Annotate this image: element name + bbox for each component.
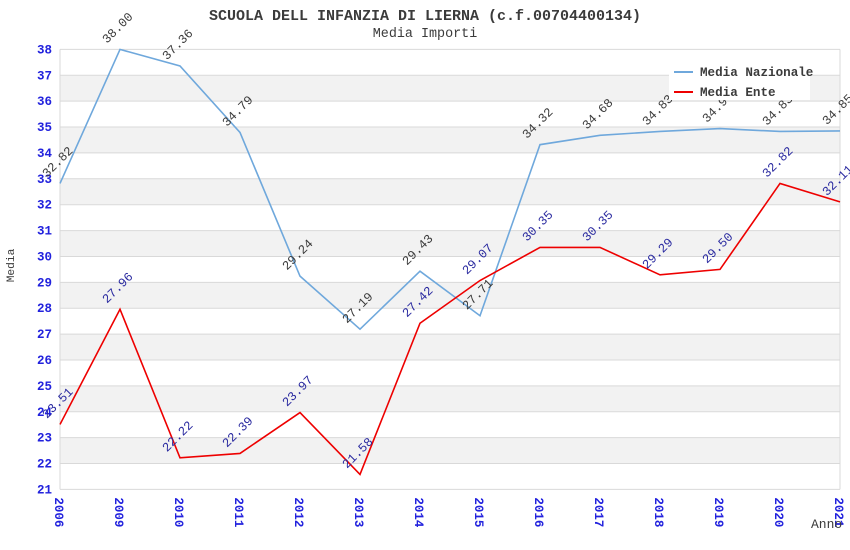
svg-text:Media Nazionale: Media Nazionale xyxy=(700,66,813,80)
svg-text:2019: 2019 xyxy=(711,497,725,527)
svg-text:2013: 2013 xyxy=(351,497,365,527)
svg-text:2014: 2014 xyxy=(411,497,425,528)
svg-text:21: 21 xyxy=(37,483,52,497)
svg-text:31: 31 xyxy=(37,225,52,239)
svg-text:25: 25 xyxy=(37,380,52,394)
svg-text:26: 26 xyxy=(37,354,52,368)
svg-text:36: 36 xyxy=(37,95,52,109)
svg-text:2020: 2020 xyxy=(771,497,785,527)
svg-text:28: 28 xyxy=(37,302,52,316)
svg-text:35: 35 xyxy=(37,121,52,135)
svg-text:38: 38 xyxy=(37,43,52,57)
svg-text:Anno: Anno xyxy=(811,517,842,532)
svg-text:Media Ente: Media Ente xyxy=(700,86,776,100)
svg-text:2015: 2015 xyxy=(471,497,485,527)
svg-text:2009: 2009 xyxy=(111,497,125,527)
svg-text:2012: 2012 xyxy=(291,497,305,527)
svg-text:2006: 2006 xyxy=(51,497,65,527)
svg-text:30: 30 xyxy=(37,250,52,264)
svg-text:22: 22 xyxy=(37,458,52,472)
svg-text:37: 37 xyxy=(37,69,52,83)
svg-text:2016: 2016 xyxy=(531,497,545,527)
svg-text:27: 27 xyxy=(37,328,52,342)
svg-text:2017: 2017 xyxy=(591,497,605,527)
svg-text:Media: Media xyxy=(6,248,18,282)
svg-text:23: 23 xyxy=(37,432,52,446)
svg-text:2018: 2018 xyxy=(651,497,665,527)
svg-text:2011: 2011 xyxy=(231,497,245,527)
svg-text:29: 29 xyxy=(37,276,52,290)
svg-text:34: 34 xyxy=(37,147,53,161)
svg-text:2010: 2010 xyxy=(171,497,185,527)
svg-text:32: 32 xyxy=(37,199,52,213)
